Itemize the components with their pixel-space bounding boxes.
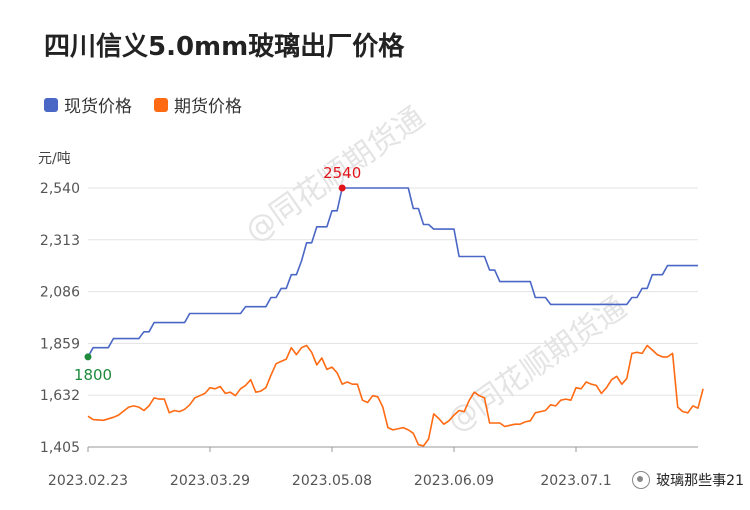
futures-price-line bbox=[87, 344, 704, 447]
x-tick-label: 2023.02.23 bbox=[48, 473, 128, 489]
spot-price-line bbox=[87, 187, 698, 358]
account-badge: 玻璃那些事21 bbox=[628, 470, 744, 490]
legend-swatch-spot bbox=[44, 97, 58, 112]
annotation-point bbox=[84, 353, 92, 361]
annotation-label: 2540 bbox=[323, 164, 361, 182]
chart-title: 四川信义5.0mm玻璃出厂价格 bbox=[44, 32, 405, 62]
x-tick-label: 2023.06.09 bbox=[414, 473, 494, 489]
y-tick-label: 1,859 bbox=[40, 336, 80, 352]
y-tick-label: 1,632 bbox=[40, 388, 80, 404]
annotation-point bbox=[338, 184, 346, 192]
legend-label-futures: 期货价格 bbox=[174, 97, 242, 117]
legend-label-spot: 现货价格 bbox=[64, 97, 132, 117]
legend-swatch-futures bbox=[154, 97, 168, 112]
x-tick-label: 2023.05.08 bbox=[292, 473, 372, 489]
annotation-label: 1800 bbox=[74, 366, 112, 384]
y-tick-label: 2,313 bbox=[40, 233, 80, 249]
y-tick-label: 1,405 bbox=[40, 440, 80, 456]
y-axis-unit-label: 元/吨 bbox=[38, 151, 71, 167]
legend-item-spot[interactable]: 现货价格 bbox=[44, 92, 132, 117]
x-tick-label: 2023.07.1 bbox=[540, 473, 611, 489]
y-tick-label: 2,540 bbox=[40, 181, 80, 197]
account-name: 玻璃那些事21 bbox=[656, 473, 744, 489]
legend-item-futures[interactable]: 期货价格 bbox=[154, 92, 242, 117]
x-tick-label: 2023.03.29 bbox=[170, 473, 250, 489]
y-tick-label: 2,086 bbox=[40, 285, 80, 301]
legend: 现货价格 期货价格 bbox=[44, 92, 264, 117]
wechat-icon bbox=[632, 471, 651, 489]
